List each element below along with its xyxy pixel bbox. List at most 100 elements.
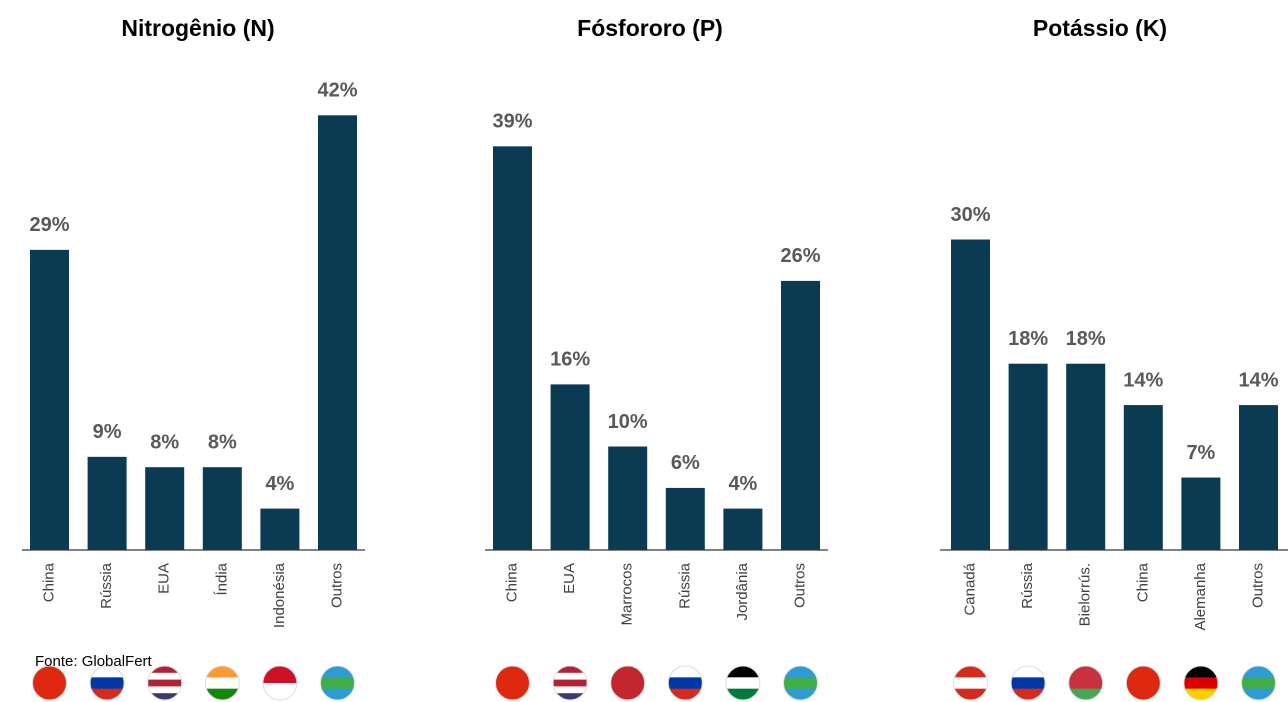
flag-rim (1183, 665, 1219, 701)
flag-icon (1068, 665, 1104, 701)
flag-stripe (147, 686, 182, 694)
flag-rim (147, 665, 183, 701)
flag-rim (262, 665, 298, 701)
flag-stripes (262, 666, 297, 700)
x-tick-label: Rússia (1019, 562, 1036, 609)
x-tick-label: Canadá (961, 562, 978, 615)
flag-stripe (90, 688, 125, 700)
flag-stripe (320, 688, 355, 700)
x-tick-label: Outros (1249, 563, 1266, 608)
flag-stripe (1068, 688, 1103, 700)
value-label: 42% (317, 80, 357, 102)
flag-stripe (205, 677, 240, 690)
flag-rim (1068, 665, 1104, 701)
flag-stripe (1011, 666, 1046, 678)
flag-stripe (1241, 666, 1276, 678)
flag-icon (89, 665, 125, 701)
x-tick-label: Jordânia (734, 562, 751, 620)
flag-rim (204, 665, 240, 701)
flag-stripes (1241, 666, 1276, 700)
flag-rim (89, 665, 125, 701)
flag-stripe (90, 677, 125, 690)
flag-stripe (1183, 677, 1218, 690)
flag-stripe (1068, 666, 1103, 678)
value-label: 26% (780, 245, 820, 267)
bar (1066, 363, 1106, 550)
flag-stripe (147, 672, 182, 681)
flag-icon (1183, 665, 1219, 701)
x-tick-label: Indonésia (271, 562, 288, 628)
value-label: 30% (950, 204, 990, 226)
flag-stripe (553, 686, 588, 694)
flag-stripe (953, 688, 988, 700)
flag-icon (725, 665, 761, 701)
flag-stripe (668, 688, 703, 700)
flag-stripe (1183, 688, 1218, 700)
x-tick-label: Marrocos (619, 563, 636, 626)
bar (1239, 405, 1278, 550)
flag-icon (783, 665, 818, 701)
flag-icon (1125, 665, 1161, 701)
flag-stripe (668, 666, 703, 678)
flag-stripes (1011, 666, 1046, 700)
flag-icon (147, 665, 183, 701)
flag-icon (610, 665, 646, 701)
flag-stripe (495, 666, 530, 700)
bar (723, 508, 763, 550)
bar (145, 467, 185, 550)
flag-icon (320, 665, 355, 701)
flag-rim (495, 665, 530, 701)
flag-stripe (90, 666, 125, 678)
bar (493, 146, 532, 550)
flag-stripe (610, 666, 645, 700)
bar (87, 456, 127, 550)
flag-stripe (320, 677, 355, 690)
flag-stripes (205, 666, 240, 700)
flag-icon (552, 665, 588, 701)
x-tick-label: Outros (791, 563, 808, 608)
flag-stripe (147, 666, 182, 674)
flag-rim (783, 665, 818, 701)
value-label: 14% (1123, 369, 1163, 391)
flag-stripes (953, 666, 988, 700)
flag-stripe (725, 677, 760, 690)
flag-rim (1010, 665, 1046, 701)
flag-icon (32, 665, 67, 701)
flag-stripe (783, 666, 818, 678)
flag-stripe (553, 672, 588, 681)
value-label: 6% (671, 452, 700, 474)
flag-stripes (783, 666, 818, 700)
flag-stripe (953, 677, 988, 690)
flag-stripe (147, 679, 182, 687)
flag-rim (320, 665, 355, 701)
flag-rim (1241, 665, 1276, 701)
flag-icon (1010, 665, 1046, 701)
bar (781, 280, 820, 550)
flag-rim (610, 665, 646, 701)
x-tick-label: China (503, 562, 520, 602)
value-label: 8% (150, 431, 179, 453)
bar (1008, 363, 1048, 550)
flag-stripes (1068, 666, 1103, 700)
flag-stripe (668, 677, 703, 690)
flag-stripe (953, 666, 988, 678)
bar (202, 467, 242, 550)
flag-stripe (725, 666, 760, 678)
x-tick-label: Outros (328, 563, 345, 608)
value-label: 29% (29, 214, 69, 236)
flag-stripe (1183, 666, 1218, 678)
flag-icon (1241, 665, 1276, 701)
flag-stripe (320, 666, 355, 678)
x-tick-label: Índia (213, 562, 230, 595)
flag-stripes (147, 666, 182, 700)
flag-stripe (1126, 666, 1161, 700)
flag-icon (667, 665, 703, 701)
flag-icon (204, 665, 240, 701)
flag-stripe (1241, 677, 1276, 690)
value-label: 9% (93, 421, 122, 443)
x-tick-label: Rússia (676, 562, 693, 609)
flag-rim (552, 665, 588, 701)
flag-stripes (725, 666, 760, 700)
flag-stripe (262, 683, 297, 700)
